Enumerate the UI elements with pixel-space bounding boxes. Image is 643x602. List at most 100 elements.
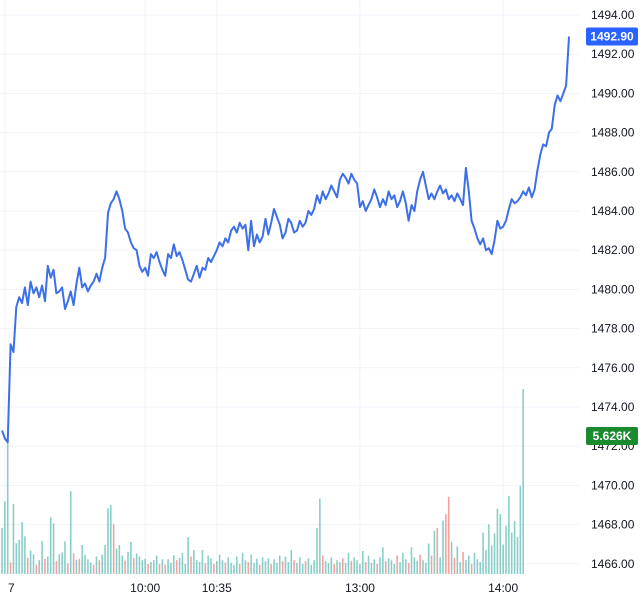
volume-bar: [433, 530, 436, 574]
volume-bar: [321, 555, 324, 574]
volume-bar: [396, 555, 398, 574]
volume-bar: [18, 539, 20, 574]
volume-bar: [470, 563, 473, 574]
volume-bar: [307, 558, 310, 574]
volume-bars: [1, 389, 524, 574]
volume-bar: [244, 560, 247, 574]
volume-bar: [110, 505, 112, 574]
volume-bar: [450, 541, 453, 574]
volume-bar: [6, 436, 9, 574]
volume-bar: [301, 563, 304, 574]
volume-badge: 5.626K: [586, 427, 638, 445]
y-tick-label: 1474.00: [591, 400, 635, 414]
volume-bar: [253, 562, 255, 574]
volume-bar: [296, 562, 298, 574]
volume-bar: [55, 561, 58, 574]
volume-bar: [493, 533, 496, 574]
volume-bar: [442, 520, 444, 574]
volume-bar: [344, 562, 347, 574]
volume-bar: [324, 561, 327, 574]
volume-bar: [467, 555, 470, 574]
volume-bar: [402, 552, 404, 574]
y-tick-label: 1480.00: [591, 282, 635, 296]
volume-bar: [293, 560, 295, 574]
volume-bar: [522, 389, 524, 574]
volume-bar: [502, 544, 504, 574]
volume-bar: [236, 556, 238, 574]
volume-bar: [49, 517, 52, 574]
volume-bar: [9, 562, 12, 574]
volume-bar: [341, 558, 344, 574]
y-tick-label: 1466.00: [591, 557, 635, 571]
volume-bar: [173, 555, 175, 574]
volume-bar: [221, 560, 224, 574]
volume-bar: [1, 528, 3, 574]
y-tick-label: 1490.00: [591, 86, 635, 100]
volume-bar: [465, 560, 467, 574]
volume-bar: [256, 558, 258, 574]
volume-bar: [227, 557, 230, 574]
volume-bar: [490, 545, 493, 574]
volume-bar: [58, 554, 61, 574]
price-axis[interactable]: 1494.00 1492.00 1490.00 1488.00 1486.00 1484.…: [591, 8, 635, 571]
volume-bar: [195, 560, 198, 574]
volume-bar: [267, 558, 270, 574]
y-tick-label: 1492.00: [591, 47, 635, 61]
volume-bar: [38, 560, 41, 574]
volume-bar: [98, 560, 101, 574]
volume-bar: [29, 550, 32, 574]
volume-bar: [510, 532, 513, 574]
volume-bar: [367, 555, 370, 574]
volume-bar: [26, 557, 29, 574]
last-price-badge: 1492.90: [586, 27, 638, 46]
volume-bar: [121, 555, 124, 574]
volume-bar: [479, 562, 482, 574]
volume-bar: [89, 562, 92, 574]
volume-bar: [499, 514, 502, 574]
volume-bar: [488, 524, 490, 574]
volume-bar: [107, 508, 109, 574]
volume-bar: [198, 562, 201, 574]
volume-bar: [327, 562, 330, 574]
volume-bar: [370, 562, 373, 574]
volume-bar: [393, 563, 396, 574]
volume-bar: [144, 558, 146, 574]
volume-bar: [276, 562, 278, 574]
volume-bar: [72, 553, 75, 574]
volume-bar: [15, 543, 18, 574]
volume-bar: [161, 559, 164, 574]
volume-bar: [12, 504, 15, 574]
volume-bar: [4, 501, 6, 574]
volume-bar: [218, 554, 221, 574]
volume-bar: [462, 551, 464, 574]
volume-bar: [193, 550, 195, 574]
volume-bar: [439, 557, 441, 574]
volume-bar: [213, 563, 215, 574]
volume-bar: [155, 555, 158, 574]
volume-bar: [362, 551, 364, 574]
volume-bar: [104, 545, 106, 574]
volume-badge-label: 5.626K: [593, 429, 632, 443]
volume-bar: [261, 557, 264, 574]
volume-bar: [373, 559, 376, 574]
volume-bar: [95, 556, 98, 574]
y-tick-label: 1494.00: [591, 8, 635, 22]
x-tick-label: 10:35: [202, 581, 232, 595]
time-axis[interactable]: 7 10:00 10:35 13:00 14:00: [8, 581, 518, 595]
volume-bar: [364, 562, 367, 574]
volume-bar: [273, 559, 275, 574]
x-tick-label: 10:00: [130, 581, 160, 595]
volume-bar: [333, 563, 335, 574]
volume-bar: [299, 557, 301, 574]
volume-bar: [496, 508, 499, 574]
volume-bar: [304, 561, 307, 574]
volume-bar: [130, 541, 132, 574]
y-tick-label: 1478.00: [591, 322, 635, 336]
volume-bar: [430, 555, 433, 574]
volume-bar: [101, 554, 104, 574]
volume-bar: [215, 561, 218, 574]
volume-bar: [313, 560, 315, 574]
y-tick-label: 1484.00: [591, 204, 635, 218]
volume-bar: [84, 554, 86, 574]
